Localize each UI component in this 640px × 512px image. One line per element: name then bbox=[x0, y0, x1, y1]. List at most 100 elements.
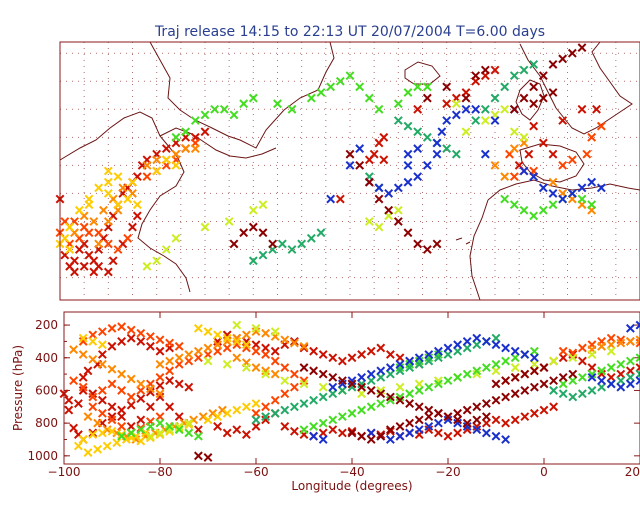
map-point bbox=[268, 245, 278, 254]
section-point bbox=[193, 451, 203, 461]
section-point bbox=[289, 426, 299, 436]
map-point bbox=[142, 160, 152, 170]
map-point bbox=[152, 256, 162, 266]
section-point bbox=[107, 323, 117, 333]
map-point bbox=[587, 177, 597, 187]
coastline-africa bbox=[469, 179, 640, 301]
map-point bbox=[142, 261, 152, 271]
section-point bbox=[549, 386, 559, 395]
map-point bbox=[258, 250, 268, 260]
section-point bbox=[347, 428, 357, 438]
section-point bbox=[616, 359, 626, 369]
section-point bbox=[174, 412, 184, 422]
section-point bbox=[193, 431, 203, 441]
section-point bbox=[232, 405, 242, 415]
section-point bbox=[184, 382, 194, 392]
section-point bbox=[443, 350, 453, 359]
section-point bbox=[280, 405, 290, 415]
section-point bbox=[117, 405, 127, 415]
map-point bbox=[538, 183, 548, 193]
section-point bbox=[155, 389, 165, 399]
section-point bbox=[529, 408, 539, 418]
section-point bbox=[112, 438, 122, 448]
map-point bbox=[374, 138, 384, 148]
coastline-europe bbox=[519, 41, 633, 135]
section-point bbox=[155, 428, 165, 438]
section-point bbox=[174, 353, 184, 363]
map-series-1 bbox=[55, 121, 606, 254]
map-point bbox=[529, 82, 539, 92]
section-point bbox=[558, 353, 568, 363]
section-point bbox=[184, 428, 194, 438]
map-point bbox=[422, 82, 432, 92]
section-point bbox=[366, 435, 376, 444]
section-point bbox=[385, 363, 395, 372]
map-point bbox=[89, 217, 99, 226]
map-point bbox=[161, 160, 171, 170]
section-point bbox=[491, 359, 501, 369]
map-point bbox=[529, 166, 539, 176]
section-point bbox=[558, 379, 568, 389]
section-point bbox=[491, 340, 501, 350]
section-point bbox=[366, 386, 376, 395]
map-point bbox=[248, 222, 258, 232]
map-point bbox=[374, 222, 384, 232]
section-point bbox=[117, 430, 127, 439]
section-point bbox=[510, 372, 520, 382]
section-point bbox=[88, 337, 98, 346]
section-point bbox=[107, 341, 117, 351]
section-point bbox=[328, 425, 338, 435]
map-point bbox=[384, 211, 394, 221]
map-point bbox=[94, 261, 104, 271]
section-point bbox=[433, 379, 443, 389]
section-point bbox=[280, 421, 290, 431]
map-point bbox=[161, 155, 171, 165]
section-point bbox=[309, 346, 319, 356]
map-point bbox=[171, 155, 181, 165]
section-point bbox=[481, 363, 491, 372]
map-point bbox=[471, 71, 481, 81]
section-point bbox=[405, 389, 415, 399]
map-point bbox=[422, 160, 432, 170]
section-point bbox=[558, 389, 568, 399]
section-point bbox=[357, 389, 367, 399]
map-point bbox=[287, 245, 297, 254]
section-point bbox=[126, 428, 136, 438]
section-point bbox=[616, 376, 626, 386]
map-trajectories bbox=[55, 43, 606, 277]
section-series-4 bbox=[145, 320, 616, 441]
section-point bbox=[83, 412, 93, 422]
map-point bbox=[403, 88, 413, 97]
map-point bbox=[519, 65, 529, 75]
section-point bbox=[481, 428, 491, 438]
section-point bbox=[289, 382, 299, 392]
section-point bbox=[232, 353, 242, 363]
section-point bbox=[414, 415, 424, 425]
section-point bbox=[136, 337, 146, 346]
map-grid bbox=[59, 42, 640, 300]
section-point bbox=[136, 379, 146, 389]
section-point bbox=[510, 389, 520, 399]
section-point bbox=[481, 337, 491, 346]
map-point bbox=[229, 110, 239, 120]
section-point bbox=[155, 381, 165, 390]
section-point bbox=[385, 426, 395, 436]
section-point bbox=[184, 420, 194, 430]
section-point bbox=[376, 431, 386, 441]
section-point bbox=[328, 415, 338, 425]
section-point bbox=[251, 323, 261, 333]
section-point bbox=[635, 353, 640, 363]
map-point bbox=[94, 245, 104, 254]
section-point bbox=[501, 376, 511, 386]
map-point bbox=[500, 194, 510, 204]
section-point bbox=[165, 366, 175, 376]
x-tick-label: −60 bbox=[243, 465, 268, 479]
section-point bbox=[635, 363, 640, 372]
map-point bbox=[393, 183, 403, 193]
section-point bbox=[587, 350, 597, 359]
section-point bbox=[136, 415, 146, 425]
map-point bbox=[577, 194, 587, 204]
map-point bbox=[229, 239, 239, 249]
section-point bbox=[385, 369, 395, 379]
map-point bbox=[490, 65, 500, 75]
